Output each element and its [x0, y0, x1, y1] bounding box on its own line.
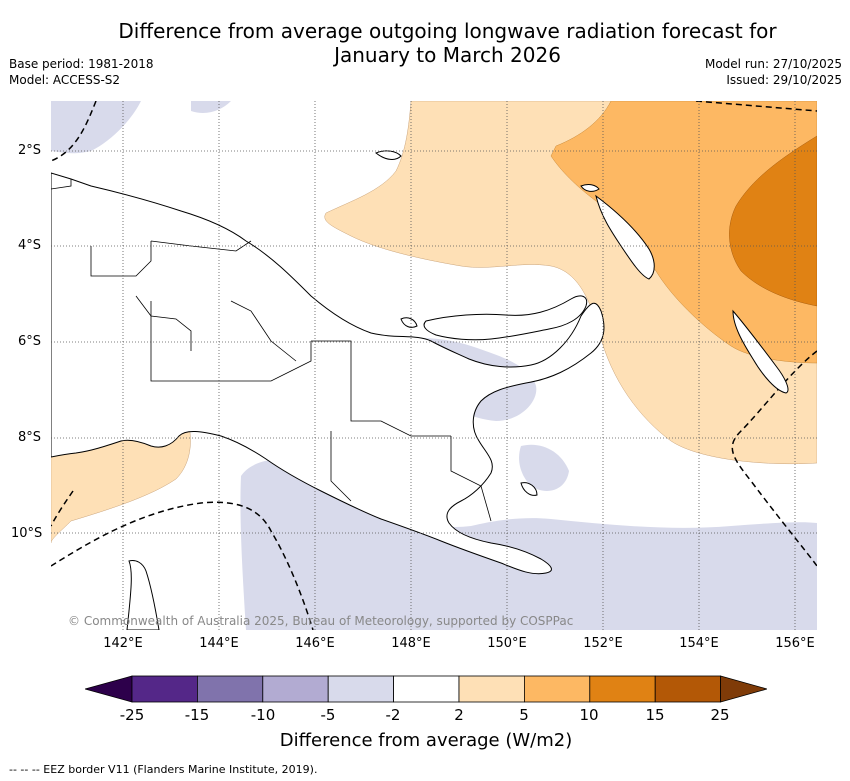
- purple-area-top-left: [51, 101, 141, 154]
- colorbar: [85, 675, 767, 703]
- colorbar-label-8: 10: [579, 706, 599, 724]
- new-britain: [423, 295, 588, 341]
- province-line-3: [90, 241, 152, 277]
- colorbar-label-4: -5: [320, 706, 336, 724]
- bougainville: [732, 309, 789, 394]
- copyright-notice: © Commonwealth of Australia 2025, Bureau…: [68, 614, 574, 628]
- lon-label-144e: 144°E: [199, 636, 239, 651]
- colorbar-arrow-right: [720, 675, 767, 703]
- eez-line-west: [51, 490, 74, 527]
- colorbar-label-2: -15: [184, 706, 210, 724]
- title-line-1: Difference from average outgoing longwav…: [118, 19, 777, 43]
- colorbar-label-5: -2: [385, 706, 401, 724]
- title-line-2: January to March 2026: [334, 43, 561, 67]
- lon-label-148e: 148°E: [391, 636, 431, 651]
- province-line-6: [230, 300, 297, 362]
- province-line-9: [450, 436, 492, 522]
- map-panel: [51, 101, 817, 630]
- province-line-1: [51, 179, 72, 190]
- eez-line-southwest: [51, 501, 314, 630]
- province-line-5: [150, 301, 312, 382]
- province-boundaries: [51, 179, 492, 522]
- colorbar-label-10: 25: [710, 706, 730, 724]
- colorbar-segment-2: [197, 675, 264, 703]
- colorbar-segment-1: [131, 675, 198, 703]
- colorbar-label-7: 5: [519, 706, 529, 724]
- land-masses: [51, 150, 789, 630]
- lat-label-4s: 4°S: [18, 238, 42, 253]
- colorbar-segment-3: [262, 675, 329, 703]
- lon-label-152e: 152°E: [583, 636, 623, 651]
- colorbar-segment-5: [393, 675, 460, 703]
- colorbar-segment-7: [523, 675, 591, 703]
- meta-left: Base period: 1981-2018 Model: ACCESS-S2: [9, 56, 154, 88]
- purple-area-east-islands: [519, 444, 569, 491]
- colorbar-label-6: 2: [454, 706, 464, 724]
- umboi-island: [400, 317, 418, 328]
- lat-label-10s: 10°S: [11, 526, 43, 541]
- lon-label-154e: 154°E: [679, 636, 719, 651]
- colorbar-label-3: -10: [250, 706, 276, 724]
- lon-label-150e: 150°E: [487, 636, 527, 651]
- purple-area-south: [240, 459, 817, 630]
- lon-label-146e: 146°E: [295, 636, 335, 651]
- colorbar-label-1: -25: [119, 706, 145, 724]
- province-line-7: [311, 340, 451, 437]
- lat-label-2s: 2°S: [18, 143, 42, 158]
- eez-footnote: -- -- -- EEZ border V11 (Flanders Marine…: [9, 763, 318, 776]
- colorbar-label-9: 15: [645, 706, 665, 724]
- lat-label-6s: 6°S: [18, 334, 42, 349]
- lat-label-8s: 8°S: [18, 430, 42, 445]
- goodenough-island: [520, 482, 538, 496]
- meta-right: Model run: 27/10/2025 Issued: 29/10/2025: [705, 56, 842, 88]
- map-title: Difference from average outgoing longwav…: [70, 19, 825, 67]
- lon-label-156e: 156°E: [775, 636, 815, 651]
- purple-area-top-mid: [191, 101, 231, 113]
- colorbar-segment-6: [458, 675, 525, 703]
- new-ireland: [595, 194, 655, 280]
- australia-cape-york: [126, 560, 160, 630]
- new-guinea-mainland: [51, 172, 605, 575]
- colorbar-segment-8: [589, 675, 656, 703]
- model-run: Model run: 27/10/2025: [704, 57, 842, 71]
- colorbar-segment-9: [654, 675, 722, 703]
- colorbar-title: Difference from average (W/m2): [279, 730, 573, 751]
- base-period: Base period: 1981-2018: [9, 57, 154, 71]
- eez-line-north-west: [51, 101, 97, 162]
- model-name: Model: ACCESS-S2: [9, 73, 121, 87]
- issued-date: Issued: 29/10/2025: [726, 73, 842, 87]
- colorbar-arrow-left: [85, 675, 133, 703]
- province-line-8: [330, 431, 352, 502]
- colorbar-segment-4: [327, 675, 394, 703]
- eez-line-north-east: [695, 101, 817, 112]
- gridlines: [51, 101, 817, 630]
- new-hanover: [580, 184, 600, 192]
- lon-label-142e: 142°E: [103, 636, 143, 651]
- province-line-4: [135, 295, 192, 351]
